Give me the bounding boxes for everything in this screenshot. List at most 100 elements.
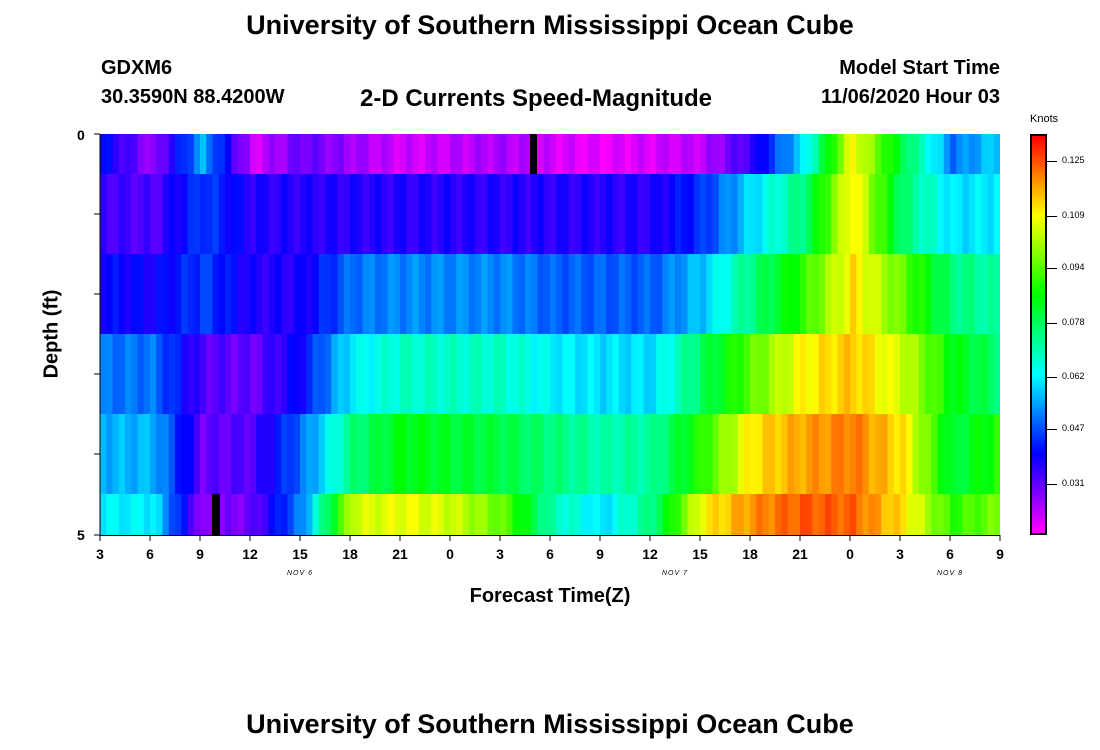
heatmap-cell — [906, 254, 914, 334]
heatmap-cell — [400, 174, 407, 254]
heatmap-cell — [918, 174, 926, 254]
colorbar-tick-mark — [1047, 161, 1057, 163]
heatmap-cell — [393, 254, 401, 334]
heatmap-cell — [987, 334, 995, 414]
heatmap-cell — [475, 134, 482, 174]
heatmap-cell — [431, 174, 439, 254]
heatmap-cell — [518, 174, 526, 254]
heatmap-cell — [825, 494, 832, 535]
heatmap-cell — [875, 334, 882, 414]
heatmap-cell — [243, 254, 251, 334]
heatmap-cell — [412, 254, 420, 334]
heatmap-cell — [531, 334, 539, 414]
heatmap-cell — [850, 334, 857, 414]
heatmap-cell — [275, 414, 282, 494]
heatmap-cell — [568, 254, 576, 334]
heatmap-cell — [662, 254, 670, 334]
heatmap-cell — [343, 134, 351, 174]
heatmap-cell — [900, 494, 907, 535]
heatmap-cell — [931, 414, 939, 494]
heatmap-cell — [418, 494, 426, 535]
heatmap-cell — [431, 254, 439, 334]
heatmap-cell — [393, 494, 401, 535]
heatmap-cell — [937, 174, 945, 254]
heatmap-cell — [618, 134, 626, 174]
heatmap-cell — [912, 254, 920, 334]
heatmap-cell — [431, 494, 439, 535]
heatmap-cell — [812, 414, 820, 494]
heatmap-cell — [856, 254, 864, 334]
heatmap-cell — [818, 414, 826, 494]
heatmap-cell — [418, 174, 426, 254]
heatmap-cell — [775, 254, 782, 334]
heatmap-cell — [412, 494, 420, 535]
heatmap-cell — [843, 134, 851, 174]
heatmap-cell — [456, 174, 464, 254]
heatmap-cell — [556, 494, 564, 535]
heatmap-cell — [487, 414, 495, 494]
heatmap-cell — [406, 414, 414, 494]
heatmap-cell — [381, 414, 389, 494]
heatmap-cell — [462, 334, 470, 414]
heatmap-cell — [668, 254, 676, 334]
heatmap-cell — [268, 254, 276, 334]
heatmap-cell — [550, 414, 557, 494]
heatmap-cell — [525, 494, 532, 535]
heatmap-cell — [706, 334, 714, 414]
heatmap-cell — [643, 334, 651, 414]
heatmap-cell — [543, 494, 551, 535]
heatmap-cell — [593, 254, 601, 334]
heatmap-cell — [737, 254, 745, 334]
station-id: GDXM6 — [101, 57, 173, 79]
heatmap-cell — [193, 494, 201, 535]
heatmap-cell — [506, 254, 514, 334]
heatmap-cell — [156, 174, 164, 254]
heatmap-cell — [287, 414, 295, 494]
heatmap-cell — [656, 254, 664, 334]
heatmap-cell — [993, 494, 1000, 535]
heatmap-cell — [606, 174, 614, 254]
heatmap-cell — [450, 494, 457, 535]
heatmap-cell — [762, 334, 770, 414]
heatmap-cell — [612, 174, 620, 254]
heatmap-cell — [306, 494, 314, 535]
heatmap-cell — [531, 414, 539, 494]
heatmap-cell — [987, 414, 995, 494]
heatmap-cell — [568, 414, 576, 494]
heatmap-cell — [750, 134, 757, 174]
heatmap-cell — [175, 174, 182, 254]
heatmap-cell — [912, 414, 920, 494]
heatmap-cell — [618, 254, 626, 334]
heatmap-cell — [718, 254, 726, 334]
heatmap-cell — [531, 494, 539, 535]
heatmap-cell — [925, 414, 932, 494]
heatmap-cell — [387, 134, 395, 174]
heatmap-cell — [725, 334, 732, 414]
heatmap-cell — [925, 134, 932, 174]
heatmap-cell — [381, 174, 389, 254]
heatmap-cell — [337, 334, 345, 414]
x-tick-label: 9 — [596, 546, 604, 562]
heatmap-cell — [818, 334, 826, 414]
heatmap-cell — [293, 414, 301, 494]
heatmap-cell — [818, 494, 826, 535]
heatmap-cell — [843, 414, 851, 494]
heatmap-cell — [562, 414, 570, 494]
heatmap-cell — [156, 494, 164, 535]
heatmap-cell — [900, 414, 907, 494]
heatmap-cell — [893, 414, 901, 494]
heatmap-cell — [175, 334, 182, 414]
heatmap-cell — [356, 414, 364, 494]
heatmap-cell — [950, 414, 957, 494]
heatmap-cell — [618, 334, 626, 414]
heatmap-cell — [206, 334, 214, 414]
heatmap-cell — [918, 254, 926, 334]
heatmap-cell — [343, 494, 351, 535]
heatmap-cell — [556, 174, 564, 254]
heatmap-cell — [975, 134, 982, 174]
heatmap-cell — [493, 494, 501, 535]
heatmap-cell — [662, 174, 670, 254]
heatmap-cell — [981, 414, 989, 494]
heatmap-cell — [106, 134, 114, 174]
heatmap-cell — [793, 334, 801, 414]
